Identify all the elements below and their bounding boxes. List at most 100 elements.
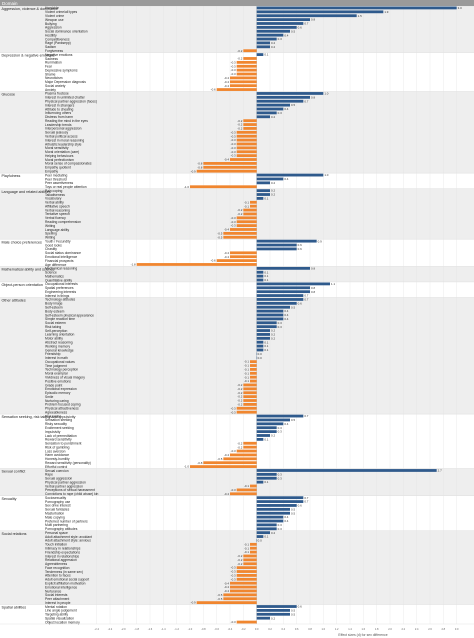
row-label: Verbal reasoning bbox=[45, 208, 70, 212]
x-tick-label: 0.2 bbox=[268, 627, 272, 631]
row-label: Preferred number of partners bbox=[45, 519, 88, 523]
value-label: -0.3 bbox=[231, 577, 236, 581]
x-tick-label: 1.0 bbox=[322, 627, 326, 631]
effect-bar bbox=[256, 41, 270, 45]
row-label: Bullying bbox=[45, 22, 57, 26]
row-label: Attention to faces bbox=[45, 574, 71, 578]
row-label: Time judgment bbox=[45, 364, 67, 368]
row-label: Nurturing caring bbox=[45, 399, 69, 403]
row-label: Touch initiation bbox=[45, 543, 67, 547]
effect-bar bbox=[243, 127, 257, 130]
row-label: Sexual coercion bbox=[45, 469, 69, 473]
value-label: 0.1 bbox=[264, 197, 268, 201]
row-label: Peer attachment bbox=[45, 597, 69, 601]
effect-bar bbox=[250, 484, 257, 488]
value-label: 0.6 bbox=[298, 605, 302, 609]
x-tick-label: 2.6 bbox=[428, 627, 432, 631]
value-label: -0.1 bbox=[244, 379, 249, 383]
value-label: -0.1 bbox=[244, 542, 249, 546]
row-label: Writing bbox=[45, 224, 55, 228]
value-label: -0.4 bbox=[224, 84, 229, 88]
value-label: 0.1 bbox=[264, 278, 268, 282]
x-tick-label: -0.6 bbox=[214, 627, 219, 631]
group-band bbox=[0, 6, 474, 53]
value-label: 0.9 bbox=[318, 239, 322, 243]
value-label: 0.5 bbox=[291, 305, 295, 309]
effect-bar bbox=[256, 173, 324, 177]
value-label: -0.2 bbox=[237, 127, 242, 131]
effect-bar bbox=[256, 515, 284, 519]
x-tick-label: -0.2 bbox=[241, 627, 246, 631]
value-label: 0.4 bbox=[284, 519, 288, 523]
effect-bar bbox=[230, 492, 257, 496]
value-label: 0.1 bbox=[264, 535, 268, 539]
effect-bar bbox=[256, 321, 277, 325]
value-label: 0.2 bbox=[271, 333, 275, 337]
effect-bar bbox=[256, 282, 330, 286]
group-bands bbox=[0, 5, 474, 625]
value-label: 0.2 bbox=[271, 336, 275, 340]
effect-bar bbox=[243, 558, 257, 562]
effect-bar bbox=[236, 138, 257, 142]
value-label: 0.4 bbox=[284, 515, 288, 519]
value-label: -0.3 bbox=[231, 72, 236, 76]
value-label: -0.2 bbox=[237, 445, 242, 449]
value-label: 0.0 bbox=[258, 352, 262, 356]
value-label: -0.4 bbox=[224, 80, 229, 84]
x-tick-label: -0.4 bbox=[228, 627, 233, 631]
row-label: Mental rotation bbox=[45, 605, 67, 609]
row-label: Negative emotions bbox=[45, 53, 73, 57]
effect-bar bbox=[230, 158, 257, 161]
effect-bar bbox=[243, 562, 257, 566]
row-label: Mechanical reasoning bbox=[45, 267, 77, 271]
effect-bar bbox=[256, 309, 284, 313]
effect-bar bbox=[203, 165, 257, 169]
row-label: Lack of premeditation bbox=[45, 434, 77, 438]
row-label: Harm avoidance bbox=[45, 453, 69, 457]
effect-bar bbox=[230, 453, 257, 457]
value-label: 0.6 bbox=[298, 243, 302, 247]
value-label: 0.3 bbox=[278, 37, 282, 41]
x-tick-label: 3.0 bbox=[455, 627, 459, 631]
value-label: 0.8 bbox=[311, 18, 315, 22]
value-label: 0.2 bbox=[271, 115, 275, 119]
row-label: Smile bbox=[45, 395, 53, 399]
row-label: Technology perception bbox=[45, 368, 78, 372]
effect-bar bbox=[236, 60, 257, 64]
effect-bar bbox=[243, 383, 257, 387]
value-label: -0.4 bbox=[224, 453, 229, 457]
row-label: Social anxiety bbox=[45, 84, 66, 88]
row-label: Reading the mind in the eyes bbox=[45, 119, 88, 123]
effect-bar bbox=[236, 150, 257, 154]
effect-bar bbox=[256, 177, 284, 181]
value-label: -0.1 bbox=[244, 484, 249, 488]
value-label: -0.1 bbox=[244, 368, 249, 372]
group-label: Mathematical ability and science bbox=[2, 268, 55, 272]
value-label: 0.3 bbox=[278, 523, 282, 527]
row-label: Moral orientation (care) bbox=[45, 150, 79, 154]
x-tick-label: -1.8 bbox=[134, 627, 139, 631]
value-label: -0.3 bbox=[231, 130, 236, 134]
row-label: Social esteem bbox=[45, 321, 66, 325]
value-label: -0.1 bbox=[244, 546, 249, 550]
value-label: -0.5 bbox=[217, 235, 222, 239]
row-label: Working memory bbox=[45, 344, 70, 348]
value-label: -0.2 bbox=[237, 123, 242, 127]
value-label: 0.7 bbox=[304, 22, 308, 26]
effect-bar bbox=[243, 391, 257, 395]
value-label: 0.4 bbox=[284, 33, 288, 37]
x-axis-label: Effect sizes (d) for sex difference bbox=[338, 633, 387, 637]
row-label: Helping behaviours bbox=[45, 154, 74, 158]
row-label: Hostility bbox=[45, 33, 57, 37]
row-label: Vividness of visual imagery bbox=[45, 375, 85, 379]
effect-bar bbox=[256, 472, 277, 476]
row-label: Interest in math bbox=[45, 356, 68, 360]
effect-bar bbox=[190, 185, 257, 189]
value-label: 3.0 bbox=[458, 6, 462, 10]
row-label: Altruistic leadership style bbox=[45, 142, 82, 146]
effect-bar bbox=[236, 620, 257, 624]
value-label: 0.6 bbox=[298, 504, 302, 508]
effect-bar bbox=[256, 92, 324, 95]
x-tick-label: -2.0 bbox=[121, 627, 126, 631]
row-label: Rage (Panksepp) bbox=[45, 41, 71, 45]
